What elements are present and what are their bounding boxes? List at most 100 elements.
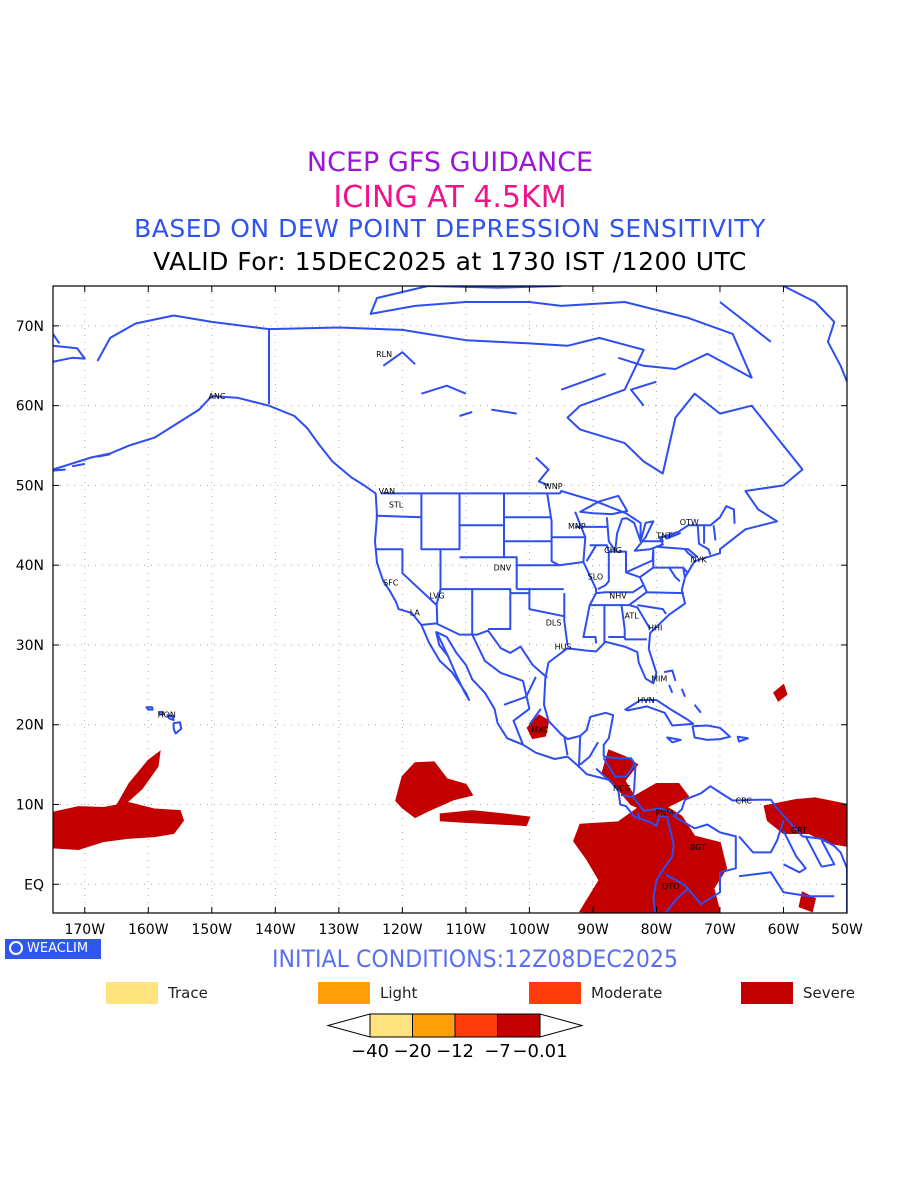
- legend-swatch: [318, 982, 370, 1004]
- longitude-labels: 170W 160W 150W 140W 130W 120W 110W 100W 90W 80W 70…: [64, 922, 863, 938]
- canada-lakes: [382, 351, 550, 487]
- city-label: SLO: [588, 572, 604, 581]
- title-valid-time: VALID For: 15DEC2025 at 1730 IST /1200 U…: [153, 247, 747, 276]
- severe-icing-region: [53, 802, 185, 850]
- city-label: HUS: [555, 643, 572, 652]
- map-frame: [52, 285, 848, 914]
- bahamas: [663, 669, 702, 714]
- severe-icing-region: [114, 750, 161, 808]
- colorbar-label: −0.01: [512, 1041, 567, 1062]
- severe-icing-region: [573, 803, 728, 913]
- city-label: CRC: [736, 797, 753, 806]
- legend-swatch: [106, 982, 158, 1004]
- city-label: PNM: [656, 808, 674, 817]
- lat-label: 10N: [16, 798, 44, 814]
- severe-icing-region: [601, 749, 690, 814]
- latitude-labels: 70N 60N 50N 40N 30N 20N 10N EQ: [16, 319, 44, 893]
- great-lakes: [579, 494, 681, 552]
- lon-label: 50W: [831, 922, 863, 938]
- axis-ticks: [53, 286, 848, 913]
- city-label: NHV: [609, 592, 627, 601]
- city-label: BGT: [690, 843, 706, 852]
- hudson-bay-islands: [369, 286, 772, 407]
- title-method: BASED ON DEW POINT DEPRESSION SENSITIVIT…: [134, 214, 766, 243]
- severe-icing-region: [773, 683, 788, 702]
- city-label: DNV: [494, 564, 512, 573]
- north-america-coastline: [96, 314, 847, 913]
- legend-label: Light: [380, 984, 418, 1002]
- lat-label: EQ: [24, 877, 44, 893]
- title-model: NCEP GFS GUIDANCE: [306, 147, 594, 178]
- mexico-states: [471, 634, 836, 913]
- lat-label: 40N: [16, 558, 44, 574]
- aleutians: [53, 453, 111, 472]
- weaclim-badge: WEACLIM: [5, 939, 101, 959]
- city-label: HON: [158, 710, 176, 719]
- city-label: ATL: [624, 611, 639, 620]
- legend-label: Trace: [168, 984, 208, 1002]
- colorbar-low-arrow: [326, 1013, 371, 1038]
- severe-icing-region: [439, 810, 531, 827]
- coastlines-borders: [53, 286, 847, 913]
- lon-label: 120W: [382, 922, 423, 938]
- colorbar-box: [369, 1013, 413, 1038]
- jamaica-puerto-rico: [666, 735, 749, 744]
- city-label: LA: [410, 608, 421, 617]
- colorbar: −40 −20 −12 −7 −0.01: [326, 1013, 584, 1062]
- lon-label: 80W: [641, 922, 673, 938]
- greenland-edge: [783, 286, 847, 383]
- legend-swatch: [529, 982, 581, 1004]
- us-state-lines: [375, 493, 717, 646]
- lon-label: 110W: [446, 922, 487, 938]
- badge-label: WEACLIM: [27, 941, 89, 956]
- colorbar-label: −7: [484, 1041, 511, 1062]
- lat-label: 70N: [16, 319, 44, 335]
- city-label: VAN: [379, 487, 395, 496]
- us-canada-border: [381, 490, 736, 543]
- lon-label: 100W: [509, 922, 550, 938]
- title-product: ICING AT 4.5KM: [333, 180, 567, 215]
- severe-icing-region: [526, 714, 550, 740]
- lon-label: 160W: [128, 922, 169, 938]
- city-label: CHG: [604, 546, 622, 555]
- city-label: GRT: [791, 826, 807, 835]
- city-label: DLS: [546, 619, 562, 628]
- us-mexico-border: [420, 622, 548, 679]
- lat-label: 20N: [16, 718, 44, 734]
- city-label: MIM: [651, 674, 667, 683]
- lat-label: 60N: [16, 399, 44, 415]
- lon-label: 140W: [255, 922, 296, 938]
- lon-label: 170W: [64, 922, 105, 938]
- city-label: STL: [389, 501, 404, 510]
- colorbar-label: −12: [436, 1041, 474, 1062]
- lon-label: 150W: [192, 922, 233, 938]
- hawaii: [145, 706, 183, 735]
- colorbar-box: [454, 1013, 498, 1038]
- lon-label: 60W: [768, 922, 800, 938]
- initial-conditions: INITIAL CONDITIONS:12Z08DEC2025: [271, 945, 679, 973]
- city-label: TNT: [655, 532, 672, 541]
- city-label: RLN: [376, 350, 392, 359]
- city-label: NCG: [613, 784, 631, 793]
- lon-label: 130W: [319, 922, 360, 938]
- russia-coast: [53, 333, 86, 363]
- city-labels: RLN ANC VAN STL WNP MNP OTW TNT CHG NYK DNV SFC SLO L…: [158, 350, 807, 891]
- severe-icing-areas: [53, 683, 847, 913]
- city-label: MXC: [531, 726, 549, 735]
- gulf-of-california: [435, 631, 449, 657]
- city-label: ANC: [208, 392, 225, 401]
- city-label: MNP: [568, 522, 586, 531]
- lat-label: 30N: [16, 638, 44, 654]
- legend-swatch: [741, 982, 793, 1004]
- legend-label: Moderate: [591, 984, 663, 1002]
- city-label: QTO: [662, 882, 679, 891]
- city-label: NYK: [691, 556, 708, 565]
- cuba: [624, 699, 695, 727]
- colorbar-label: −40: [351, 1041, 389, 1062]
- colorbar-box: [497, 1013, 541, 1038]
- city-label: HHI: [648, 623, 662, 632]
- lat-label: 50N: [16, 478, 44, 494]
- colorbar-label: −20: [394, 1041, 432, 1062]
- circle-icon: [9, 941, 23, 955]
